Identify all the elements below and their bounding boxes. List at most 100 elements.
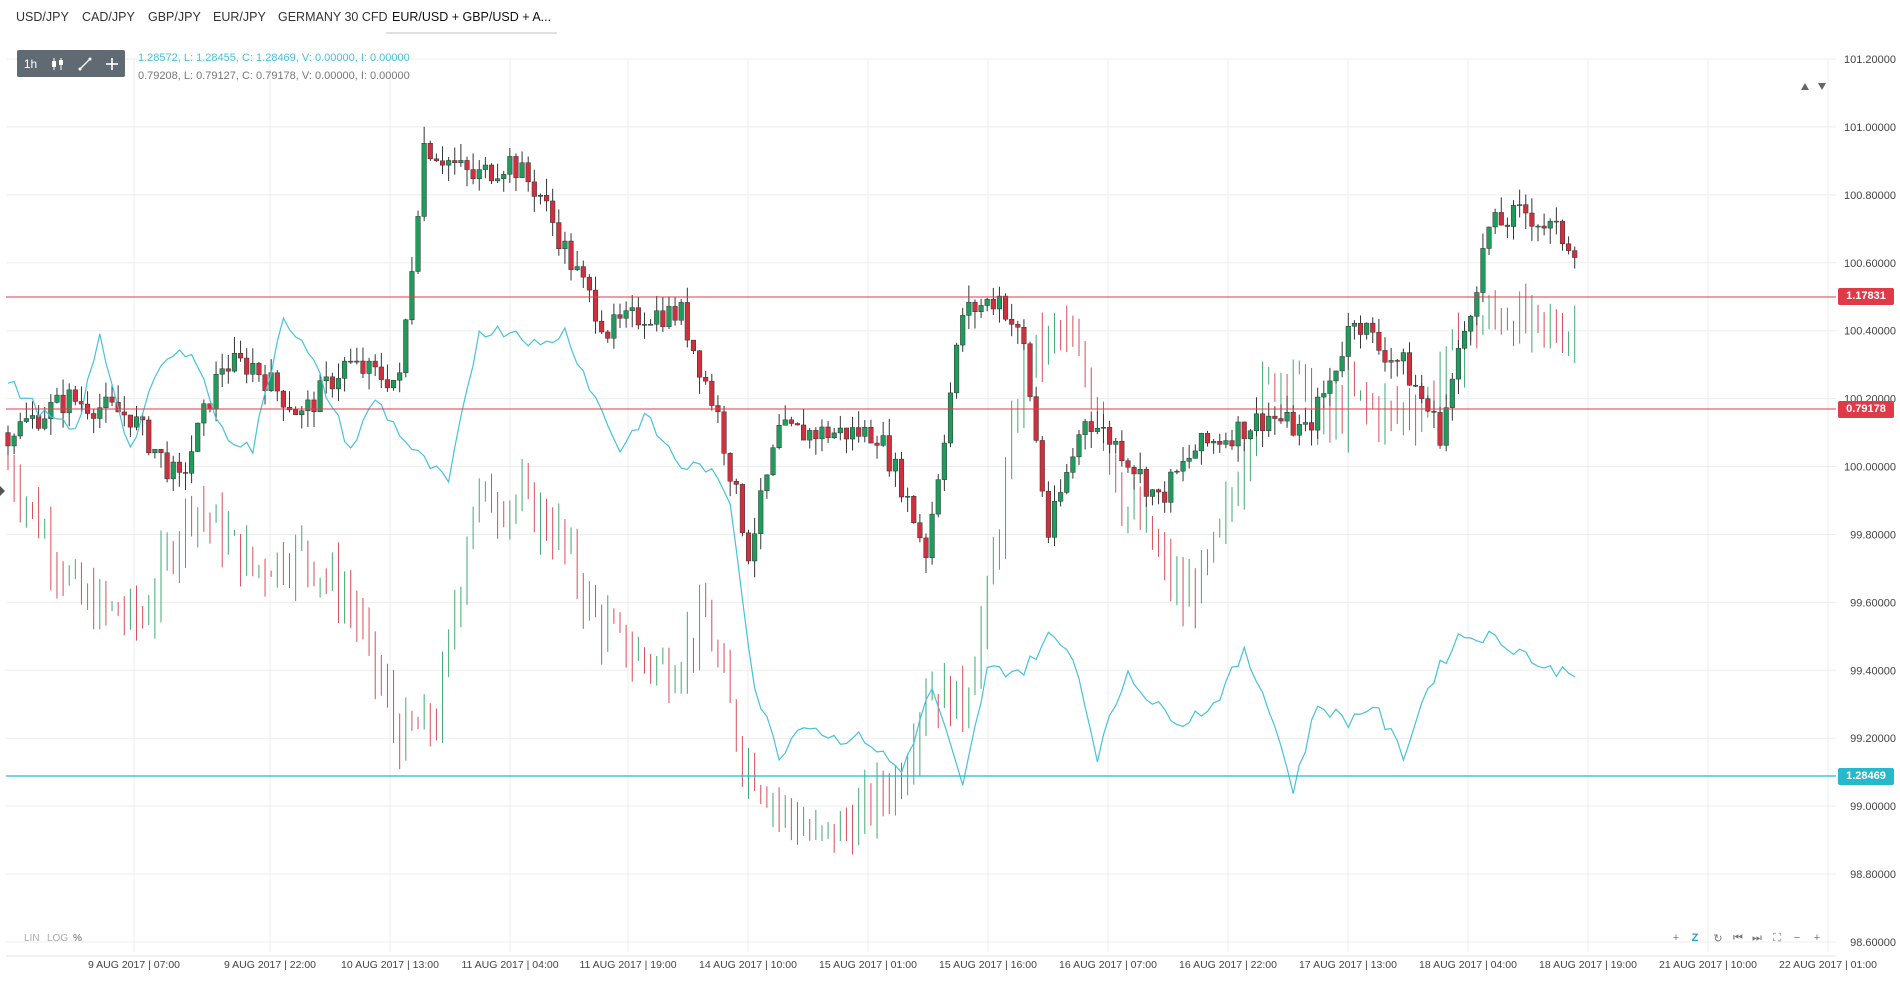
chart-canvas[interactable]: 101.20000 101.00000 100.80000 100.60000 100.… xyxy=(0,34,1900,984)
candle-body xyxy=(1009,319,1015,325)
candle xyxy=(409,257,415,325)
refresh-icon[interactable]: ↻ xyxy=(1713,932,1723,945)
scale-lin-option[interactable]: LIN xyxy=(24,933,40,944)
candle-body xyxy=(733,481,739,485)
candle xyxy=(1357,315,1364,349)
candle-body xyxy=(531,181,537,197)
candle-body xyxy=(752,533,758,562)
candle xyxy=(421,126,427,222)
candle-body xyxy=(1094,428,1100,432)
scale-down-arrow[interactable] xyxy=(1818,83,1826,90)
candle-body xyxy=(1162,491,1168,503)
candle-body xyxy=(1088,421,1094,432)
add-indicator-button[interactable] xyxy=(98,50,125,77)
candle-body xyxy=(1535,225,1541,228)
candle xyxy=(482,156,488,179)
scale-log-option[interactable]: LOG xyxy=(47,933,69,944)
legend-gbpusd: 1.28572, L: 1.28455, C: 1.28469, V: 0.00… xyxy=(138,52,410,64)
candle-body xyxy=(495,178,501,182)
candle-body xyxy=(378,366,384,380)
tab-cadjpy[interactable]: CAD/JPY xyxy=(82,10,135,24)
candle xyxy=(238,340,244,362)
candle xyxy=(635,296,641,330)
candle xyxy=(66,383,72,427)
fit-screen-icon[interactable]: ⛶ xyxy=(1773,931,1781,944)
zoom-tool-icon[interactable]: Z xyxy=(1691,932,1699,944)
tab-usdjpy[interactable]: USD/JPY xyxy=(16,10,69,24)
price-chart[interactable]: 101.20000 101.00000 100.80000 100.60000 100.… xyxy=(0,34,1900,984)
candle xyxy=(727,452,733,497)
candle-body xyxy=(1315,396,1321,431)
instrument-tabs: USD/JPY CAD/JPY GBP/JPY EUR/JPY GERMANY … xyxy=(0,0,1900,34)
candle xyxy=(176,452,182,487)
candle xyxy=(1033,386,1039,443)
candle xyxy=(807,427,813,449)
candle-body xyxy=(170,461,176,480)
tab-multi-pair[interactable]: EUR/USD + GBP/USD + A... xyxy=(386,0,558,34)
jump-end-icon[interactable]: ⏭ xyxy=(1752,931,1762,944)
jump-start-icon[interactable]: ⏮ xyxy=(1733,931,1743,944)
candle-body xyxy=(421,143,427,217)
candle-body xyxy=(482,164,488,170)
candle xyxy=(1125,458,1131,473)
zoom-out-icon[interactable]: − xyxy=(1793,932,1801,944)
candle xyxy=(1162,481,1168,513)
candle xyxy=(843,427,849,454)
candle-body xyxy=(941,442,947,480)
left-scroll-arrow[interactable] xyxy=(0,486,5,496)
candle xyxy=(146,416,152,456)
candle-body xyxy=(1559,220,1566,245)
candle-body xyxy=(1345,326,1351,357)
candle-body xyxy=(72,389,78,402)
candle-body xyxy=(1137,469,1143,475)
timeframe-button[interactable]: 1h xyxy=(17,50,44,77)
candle xyxy=(335,363,342,402)
crosshair-icon[interactable]: + xyxy=(1672,932,1680,944)
draw-line-button[interactable] xyxy=(71,50,98,77)
candle xyxy=(201,399,207,436)
candle xyxy=(978,298,984,318)
candle xyxy=(562,231,568,264)
candle-body xyxy=(568,240,574,270)
candle xyxy=(354,347,360,365)
candle xyxy=(794,422,801,426)
candle-body xyxy=(544,195,550,202)
candle-body xyxy=(862,426,868,437)
candle xyxy=(415,210,421,274)
scale-up-arrow[interactable] xyxy=(1801,83,1809,90)
candle-body xyxy=(562,240,568,250)
candle-body xyxy=(745,532,752,562)
chart-type-button[interactable] xyxy=(44,50,71,77)
scale-percent-option[interactable]: % xyxy=(73,933,82,944)
candle-body xyxy=(1504,224,1510,227)
candle xyxy=(1535,224,1541,242)
candle-body xyxy=(629,307,635,311)
candle xyxy=(1449,373,1455,421)
candle-body xyxy=(1480,248,1486,293)
tab-eurjpy[interactable]: EUR/JPY xyxy=(213,10,266,24)
x-tick-label: 11 AUG 2017 | 19:00 xyxy=(579,959,676,971)
candle xyxy=(495,163,501,184)
candle-body xyxy=(764,474,770,491)
candle xyxy=(531,169,537,213)
candle xyxy=(78,386,84,415)
candle-body xyxy=(917,522,923,539)
y-tick-label: 101.00000 xyxy=(1844,122,1896,134)
candle-body xyxy=(452,160,458,163)
candle-body xyxy=(23,418,29,422)
candle-body xyxy=(11,435,17,447)
candle xyxy=(1529,198,1535,241)
candle-body xyxy=(1492,212,1498,228)
candle-body xyxy=(1394,360,1400,362)
zoom-in-icon[interactable]: + xyxy=(1813,932,1821,944)
y-tick-label: 98.60000 xyxy=(1850,937,1896,949)
candle-body xyxy=(219,368,225,375)
candle-body xyxy=(1284,412,1290,422)
audusd-candles xyxy=(7,283,1576,855)
tab-gbpjpy[interactable]: GBP/JPY xyxy=(148,10,201,24)
tab-germany30[interactable]: GERMANY 30 CFD xyxy=(278,10,388,24)
candle-body xyxy=(1327,380,1333,394)
y-axis: 101.20000 101.00000 100.80000 100.60000 100.… xyxy=(1844,54,1896,949)
candle xyxy=(574,250,580,272)
candle xyxy=(1278,404,1284,424)
